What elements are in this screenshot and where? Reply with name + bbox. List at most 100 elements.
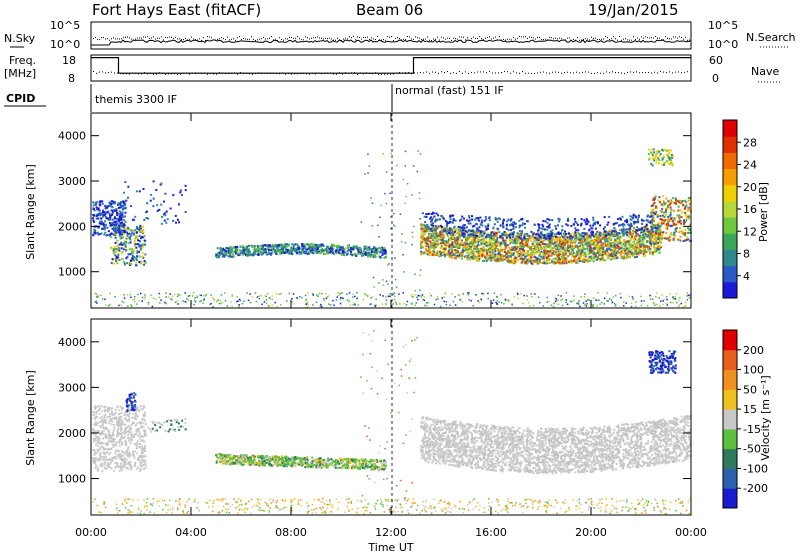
power-echo: [444, 240, 446, 242]
nsearch-point: [251, 36, 252, 37]
power-echo: [145, 262, 147, 264]
power-echo: [599, 234, 601, 236]
power-echo: [537, 247, 539, 249]
power-echo: [478, 239, 480, 241]
power-echo: [476, 235, 478, 237]
power-echo: [517, 232, 519, 234]
power-echo: [659, 226, 661, 228]
nave-point: [318, 73, 319, 74]
nsearch-point: [285, 38, 286, 39]
power-echo: [625, 229, 627, 231]
power-echo: [538, 239, 540, 241]
power-echo: [580, 224, 582, 226]
power-echo: [610, 229, 612, 231]
power-echo: [433, 244, 435, 246]
nsearch-point: [469, 40, 470, 41]
power-echo: [592, 217, 594, 219]
nsearch-point: [547, 39, 548, 40]
nave-point: [246, 73, 247, 74]
power-echo: [517, 259, 519, 261]
power-echo: [131, 250, 133, 252]
power-echo: [453, 226, 455, 228]
power-echo: [95, 232, 97, 234]
nsearch-point: [335, 40, 336, 41]
power-echo: [462, 229, 464, 231]
power-echo: [236, 249, 238, 251]
nave-point: [483, 71, 484, 72]
power-echo: [487, 255, 489, 257]
power-echo: [644, 251, 646, 253]
power-echo: [103, 234, 105, 236]
nsearch-point: [453, 38, 454, 39]
power-echo: [104, 232, 106, 234]
power-echo: [276, 250, 278, 252]
power-echo: [478, 252, 480, 254]
power-echo: [282, 248, 284, 250]
power-echo: [266, 245, 268, 247]
power-echo: [257, 254, 259, 256]
power-echo: [259, 245, 261, 247]
power-echo: [619, 224, 621, 226]
power-echo: [481, 254, 483, 256]
power-echo: [580, 257, 582, 259]
power-echo: [547, 233, 549, 235]
nave-point: [174, 73, 175, 74]
nsearch-point: [379, 39, 380, 40]
nave-label: Nave: [751, 65, 779, 78]
power-echo: [470, 244, 472, 246]
power-echo: [123, 219, 125, 221]
nave-point: [123, 73, 124, 74]
nave-point: [357, 74, 358, 75]
nsearch-point: [463, 37, 464, 38]
power-echo: [619, 239, 621, 241]
nsearch-point: [215, 40, 216, 41]
power-echo: [124, 263, 126, 265]
nave-point: [531, 73, 532, 74]
nsearch-point: [681, 37, 682, 38]
power-echo: [123, 261, 125, 263]
nsearch-point: [663, 39, 664, 40]
power-echo: [459, 243, 461, 245]
power-echo: [274, 249, 276, 251]
nave-point: [606, 71, 607, 72]
nave-point: [120, 73, 121, 74]
power-echo: [481, 235, 483, 237]
nsearch-point: [197, 40, 198, 41]
power-echo: [565, 235, 567, 237]
power-echo: [467, 231, 469, 233]
power-echo: [115, 260, 117, 262]
power-echo: [111, 214, 113, 216]
power-echo: [441, 226, 443, 228]
nave-point: [666, 72, 667, 73]
power-echo: [662, 195, 664, 197]
nave-point: [354, 72, 355, 73]
power-echo: [539, 259, 541, 261]
power-echo: [426, 240, 428, 242]
nave-point: [291, 74, 292, 75]
power-echo: [600, 247, 602, 249]
nave-point: [249, 73, 250, 74]
power-echo: [106, 211, 108, 213]
power-echo: [592, 244, 594, 246]
power-echo: [567, 218, 569, 220]
power-echo: [626, 247, 628, 249]
power-echo: [684, 208, 686, 210]
power-echo: [522, 254, 524, 256]
nave-point: [135, 73, 136, 74]
power-echo: [449, 230, 451, 232]
power-echo: [569, 248, 571, 250]
nave-point: [498, 72, 499, 73]
power-echo: [502, 222, 504, 224]
power-echo: [459, 239, 461, 241]
power-echo: [109, 216, 111, 218]
power-echo: [652, 233, 654, 235]
nave-point: [633, 72, 634, 73]
power-echo: [466, 239, 468, 241]
power-echo: [302, 248, 304, 250]
nsearch-point: [467, 37, 468, 38]
nsearch-point: [553, 38, 554, 39]
power-echo: [440, 255, 442, 257]
power-echo: [232, 254, 234, 256]
power-echo: [358, 251, 360, 253]
power-echo: [272, 245, 274, 247]
